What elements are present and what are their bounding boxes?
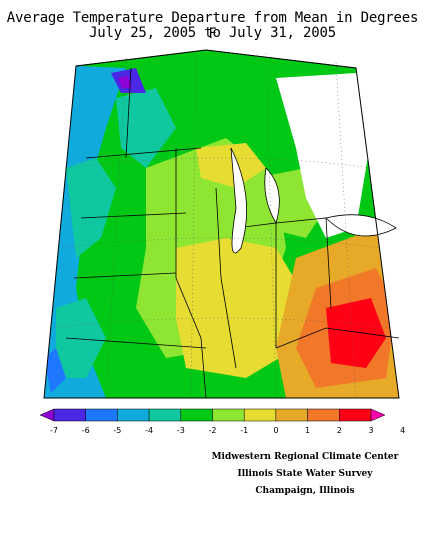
legend-tick-label: 4 <box>400 426 406 435</box>
legend-tick-label: 3 <box>368 426 374 435</box>
legend-tick-label: 2 <box>336 426 342 435</box>
legend-tick-label: -5 <box>113 426 122 435</box>
legend-swatch <box>275 408 308 422</box>
legend-tick-label: -4 <box>145 426 154 435</box>
legend-swatch <box>180 408 213 422</box>
legend-tick-label: -6 <box>81 426 90 435</box>
legend-swatch <box>53 408 86 422</box>
legend-swatch <box>117 408 150 422</box>
color-legend: -7 -6 -5 -4 -3 -2 -1 0 1 2 3 4 <box>39 408 405 438</box>
legend-tick-label: 1 <box>305 426 311 435</box>
map-canvas <box>43 49 400 399</box>
map-title-line2: July 25, 2005 to July 31, 2005 <box>89 25 336 41</box>
map-title-line1: Average Temperature Departure from Mean … <box>6 10 419 42</box>
legend-swatch <box>85 408 118 422</box>
legend-tick-label: -2 <box>208 426 217 435</box>
legend-tick-label: -7 <box>50 426 58 435</box>
legend-tick-label: 0 <box>273 426 279 435</box>
state-boundaries <box>65 49 400 399</box>
graticule <box>49 52 392 399</box>
legend-swatch <box>307 408 340 422</box>
legend-swatch <box>339 408 372 422</box>
legend-swatch <box>148 408 182 422</box>
credit-line-3: Champaign, Illinois <box>255 486 355 496</box>
credit-line-1: Midwestern Regional Climate Center <box>211 452 399 462</box>
temperature-departure-map <box>26 48 400 400</box>
legend-arrow-low <box>39 408 55 422</box>
legend-arrow-high <box>370 408 386 422</box>
legend-swatch <box>212 408 245 422</box>
legend-color-bar <box>39 408 386 422</box>
legend-tick-label: -3 <box>176 426 185 435</box>
credit-line-2: Illinois State Water Survey <box>237 469 373 479</box>
legend-tick-label: -1 <box>240 426 249 435</box>
legend-swatch <box>243 408 277 422</box>
